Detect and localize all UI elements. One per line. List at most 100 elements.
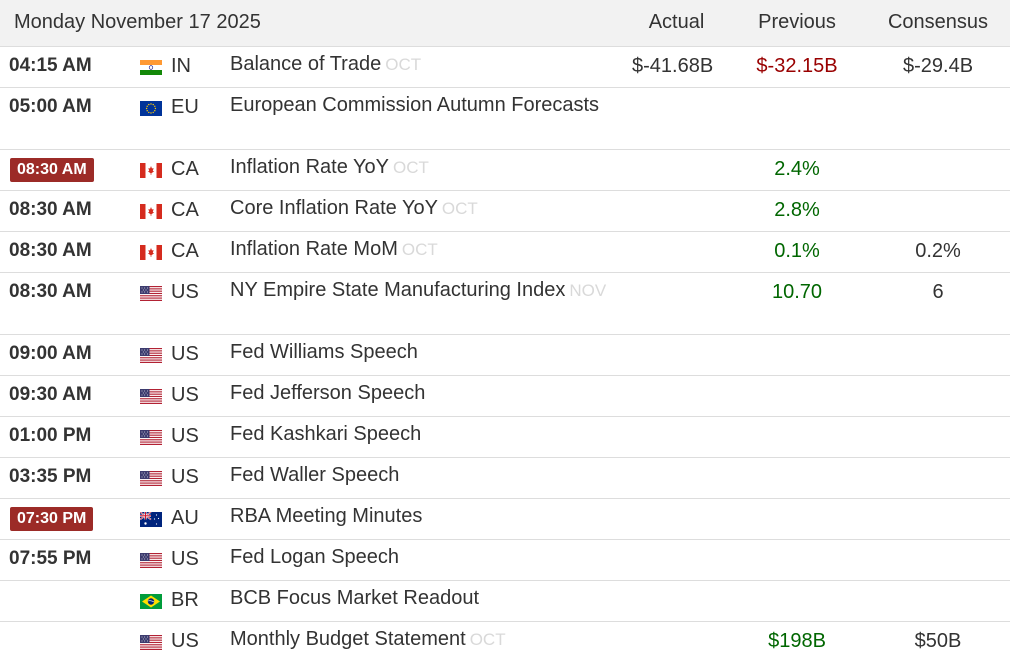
country-code: US	[171, 547, 199, 570]
country-cell: IN	[133, 46, 223, 87]
table-row[interactable]: 07:55 PM US Fed Logan Speech	[0, 539, 1010, 580]
events-list: 04:15 AM IN Balance of Trade OCT $-41.68B $-3…	[0, 46, 1010, 659]
table-row[interactable]: BR BCB Focus Market Readout	[0, 580, 1010, 621]
table-row[interactable]: 07:30 PM AU RBA Meeting Minutes	[0, 498, 1010, 539]
country-code: US	[171, 280, 199, 303]
consensus-cell	[866, 498, 1010, 539]
previous-value: 0.1%	[774, 239, 820, 262]
event-name[interactable]: European Commission Autumn Forecasts	[230, 93, 600, 116]
usa-flag-icon	[140, 635, 162, 650]
previous-cell	[728, 539, 866, 580]
event-name[interactable]: RBA Meeting Minutes	[230, 504, 423, 527]
actual-cell	[625, 87, 728, 149]
previous-value: $-32.15B	[756, 54, 838, 77]
time-cell: 09:30 AM	[0, 375, 133, 416]
country-code: IN	[171, 54, 191, 77]
event-name[interactable]: Fed Logan Speech	[230, 545, 400, 568]
event-cell: NY Empire State Manufacturing Index NOV	[223, 272, 625, 334]
table-row[interactable]: 03:35 PM US Fed Waller Speech	[0, 457, 1010, 498]
time-cell: 01:00 PM	[0, 416, 133, 457]
country-code: CA	[171, 157, 199, 180]
consensus-cell: $-29.4B	[866, 46, 1010, 87]
country-cell: US	[133, 621, 223, 659]
australia-flag-icon	[140, 512, 162, 527]
time-cell: 07:55 PM	[0, 539, 133, 580]
event-name[interactable]: Fed Jefferson Speech	[230, 381, 426, 404]
time-cell: 08:30 AM	[0, 149, 133, 190]
consensus-cell	[866, 334, 1010, 375]
table-row[interactable]: US Monthly Budget Statement OCT $198B $50B	[0, 621, 1010, 659]
event-name[interactable]: Fed Williams Speech	[230, 340, 418, 363]
country-code: US	[171, 465, 199, 488]
time-cell: 03:35 PM	[0, 457, 133, 498]
event-name[interactable]: Monthly Budget Statement	[230, 627, 466, 650]
india-flag-icon	[140, 60, 162, 75]
actual-cell	[625, 580, 728, 621]
consensus-cell: 6	[866, 272, 1010, 334]
previous-value: 10.70	[771, 280, 823, 303]
actual-cell	[625, 334, 728, 375]
previous-cell: 2.4%	[728, 149, 866, 190]
event-name[interactable]: Balance of Trade	[230, 52, 382, 75]
consensus-cell: 0.2%	[866, 231, 1010, 272]
table-row[interactable]: 09:00 AM US Fed Williams Speech	[0, 334, 1010, 375]
country-code: US	[171, 424, 199, 447]
time-cell	[0, 621, 133, 659]
usa-flag-icon	[140, 348, 162, 363]
previous-cell: 0.1%	[728, 231, 866, 272]
consensus-cell	[866, 375, 1010, 416]
table-row[interactable]: 08:30 AM CA Inflation Rate MoM OCT 0.1% 0.2%	[0, 231, 1010, 272]
table-row[interactable]: 08:30 AM CA Inflation Rate YoY OCT 2.4%	[0, 149, 1010, 190]
canada-flag-icon	[140, 245, 162, 260]
actual-cell: $-41.68B	[625, 46, 728, 87]
actual-cell	[625, 375, 728, 416]
previous-cell: $198B	[728, 621, 866, 659]
time-cell: 08:30 AM	[0, 190, 133, 231]
table-row[interactable]: 09:30 AM US Fed Jefferson Speech	[0, 375, 1010, 416]
event-name[interactable]: Fed Waller Speech	[230, 463, 400, 486]
country-cell: US	[133, 272, 223, 334]
country-cell: BR	[133, 580, 223, 621]
country-cell: US	[133, 539, 223, 580]
previous-cell	[728, 87, 866, 149]
previous-cell	[728, 457, 866, 498]
table-row[interactable]: 08:30 AM US NY Empire State Manufacturing …	[0, 272, 1010, 334]
reference-period: OCT	[469, 629, 506, 649]
country-code: BR	[171, 588, 199, 611]
event-name[interactable]: BCB Focus Market Readout	[230, 586, 479, 609]
country-code: CA	[171, 239, 199, 262]
usa-flag-icon	[140, 430, 162, 445]
canada-flag-icon	[140, 204, 162, 219]
actual-column-header[interactable]: Actual	[648, 11, 705, 34]
country-cell: AU	[133, 498, 223, 539]
event-cell: European Commission Autumn Forecasts	[223, 87, 625, 149]
event-name[interactable]: Core Inflation Rate YoY	[230, 196, 438, 219]
country-code: US	[171, 383, 199, 406]
event-name[interactable]: NY Empire State Manufacturing Index	[230, 278, 566, 301]
previous-cell	[728, 334, 866, 375]
time-cell: 05:00 AM	[0, 87, 133, 149]
consensus-value: $50B	[914, 629, 962, 652]
table-header: Monday November 17 2025 Actual Previous …	[0, 0, 1010, 46]
event-time: 03:35 PM	[9, 465, 92, 487]
event-time-badge: 08:30 AM	[10, 157, 94, 182]
event-name[interactable]: Inflation Rate MoM	[230, 237, 398, 260]
calendar-date: Monday November 17 2025	[14, 11, 261, 34]
country-code: AU	[171, 506, 199, 529]
event-name[interactable]: Fed Kashkari Speech	[230, 422, 422, 445]
actual-cell	[625, 149, 728, 190]
table-row[interactable]: 08:30 AM CA Core Inflation Rate YoY OCT 2.8%	[0, 190, 1010, 231]
event-name[interactable]: Inflation Rate YoY	[230, 155, 390, 178]
table-row[interactable]: 04:15 AM IN Balance of Trade OCT $-41.68B $-3…	[0, 46, 1010, 87]
consensus-column-header[interactable]: Consensus	[887, 11, 989, 34]
country-cell: US	[133, 416, 223, 457]
table-row[interactable]: 01:00 PM US Fed Kashkari Speech	[0, 416, 1010, 457]
time-cell: 04:15 AM	[0, 46, 133, 87]
country-code: CA	[171, 198, 199, 221]
consensus-cell	[866, 87, 1010, 149]
previous-column-header[interactable]: Previous	[758, 11, 836, 34]
event-cell: Inflation Rate YoY OCT	[223, 149, 625, 190]
table-row[interactable]: 05:00 AM EU European Commission Autumn For…	[0, 87, 1010, 149]
event-time: 09:30 AM	[9, 383, 92, 405]
country-code: US	[171, 629, 199, 652]
